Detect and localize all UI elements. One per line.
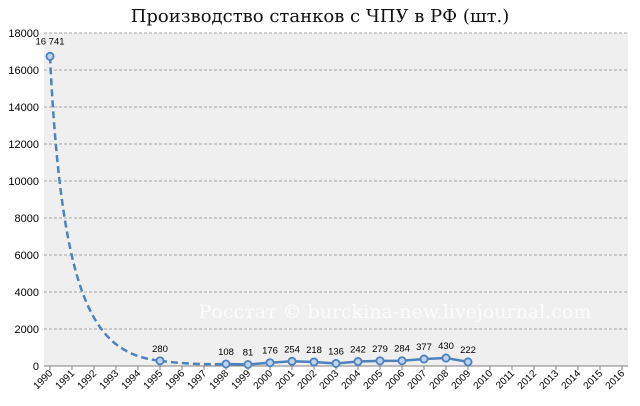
data-label: 377	[416, 342, 432, 353]
series-points	[45, 51, 473, 370]
data-point	[155, 356, 165, 366]
data-label: 108	[218, 347, 234, 358]
x-tick-label: 1995	[142, 368, 166, 392]
y-tick-label: 2000	[15, 324, 39, 336]
x-tick-label: 2010	[472, 368, 496, 392]
x-tick-label: 1998	[208, 368, 232, 392]
x-tick-label: 2016	[604, 368, 628, 392]
x-tick-label: 2011	[494, 368, 517, 391]
x-tick-label: 2006	[384, 368, 408, 392]
data-label: 279	[372, 344, 388, 355]
data-point	[463, 357, 473, 367]
y-axis-ticks: 0 2000 4000 6000 8000 10000 12000 14000 16000 180…	[8, 28, 39, 373]
chart-title: Производство станков с ЧПУ в РФ (шт.)	[131, 6, 510, 27]
data-label: 16 741	[35, 36, 64, 47]
x-tick-label: 2009	[450, 368, 474, 392]
series-line-gap-1990-1995	[48, 56, 161, 363]
data-label: 254	[284, 344, 300, 355]
data-point	[243, 360, 253, 370]
y-tick-label: 18000	[8, 28, 39, 40]
data-label: 176	[262, 346, 278, 357]
x-tick-label: 2013	[538, 368, 562, 392]
data-label: 218	[306, 345, 322, 356]
data-label: 222	[460, 345, 476, 356]
data-point	[309, 357, 319, 367]
x-tick-label: 1992	[76, 368, 100, 392]
x-tick-label: 2015	[582, 368, 606, 392]
watermark: Росстат © burckina-new.livejournal.com	[199, 301, 592, 323]
y-tick-label: 4000	[15, 287, 39, 299]
data-point	[287, 356, 297, 366]
data-labels: 16 741 280 108 81 176 254 218 136 242 279 284 377 43…	[35, 36, 475, 358]
data-point	[397, 356, 407, 366]
plot-area	[44, 33, 628, 366]
x-tick-label: 1997	[186, 368, 210, 392]
y-tick-label: 6000	[15, 250, 39, 262]
x-tick-label: 1999	[230, 368, 254, 392]
data-point	[353, 357, 363, 367]
data-label: 280	[152, 344, 168, 355]
data-label: 430	[438, 341, 454, 352]
x-tick-label: 1996	[164, 368, 188, 392]
x-tick-label: 2007	[406, 368, 430, 392]
data-point	[419, 354, 429, 364]
data-point	[221, 359, 231, 369]
data-point	[375, 356, 385, 366]
x-tick-label: 1994	[120, 368, 144, 392]
data-label: 136	[328, 346, 344, 357]
y-tick-label: 0	[33, 361, 39, 373]
y-tick-label: 8000	[15, 213, 39, 225]
data-label: 242	[350, 345, 366, 356]
x-tick-label: 1993	[98, 368, 122, 392]
data-point	[265, 358, 275, 368]
x-tick-label: 1991	[54, 368, 78, 392]
x-axis-ticks: 1990199119921993199419951996199719981999…	[32, 366, 628, 392]
x-tick-label: 2000	[252, 368, 276, 392]
y-tick-label: 14000	[8, 102, 39, 114]
x-tick-label: 2008	[428, 368, 452, 392]
x-tick-label: 2003	[318, 368, 342, 392]
x-tick-label: 2012	[516, 368, 540, 392]
data-label: 284	[394, 344, 410, 355]
x-tick-label: 2005	[362, 368, 386, 392]
x-tick-label: 2014	[560, 368, 584, 392]
y-tick-label: 16000	[8, 65, 39, 77]
series-line-gap-1995-1998	[159, 359, 227, 366]
y-tick-label: 12000	[8, 139, 39, 151]
data-point	[45, 51, 55, 61]
x-tick-label: 2001	[274, 368, 298, 392]
y-tick-label: 10000	[8, 176, 39, 188]
data-label: 81	[243, 348, 254, 359]
data-point	[441, 353, 451, 363]
x-tick-label: 2002	[296, 368, 320, 392]
x-tick-label: 2004	[340, 368, 364, 392]
data-point	[331, 358, 341, 368]
